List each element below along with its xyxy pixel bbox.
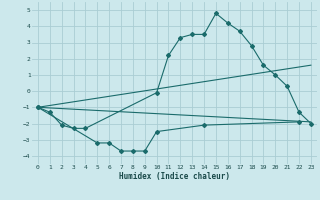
- X-axis label: Humidex (Indice chaleur): Humidex (Indice chaleur): [119, 172, 230, 181]
